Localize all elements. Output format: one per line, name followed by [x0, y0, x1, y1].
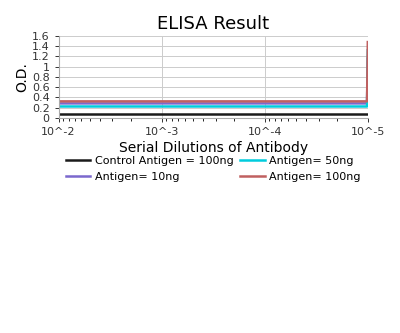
Y-axis label: O.D.: O.D. [15, 62, 29, 92]
X-axis label: Serial Dilutions of Antibody: Serial Dilutions of Antibody [119, 141, 308, 155]
Legend: Control Antigen = 100ng, Antigen= 10ng, Antigen= 50ng, Antigen= 100ng: Control Antigen = 100ng, Antigen= 10ng, … [66, 156, 360, 181]
Title: ELISA Result: ELISA Result [157, 15, 269, 33]
